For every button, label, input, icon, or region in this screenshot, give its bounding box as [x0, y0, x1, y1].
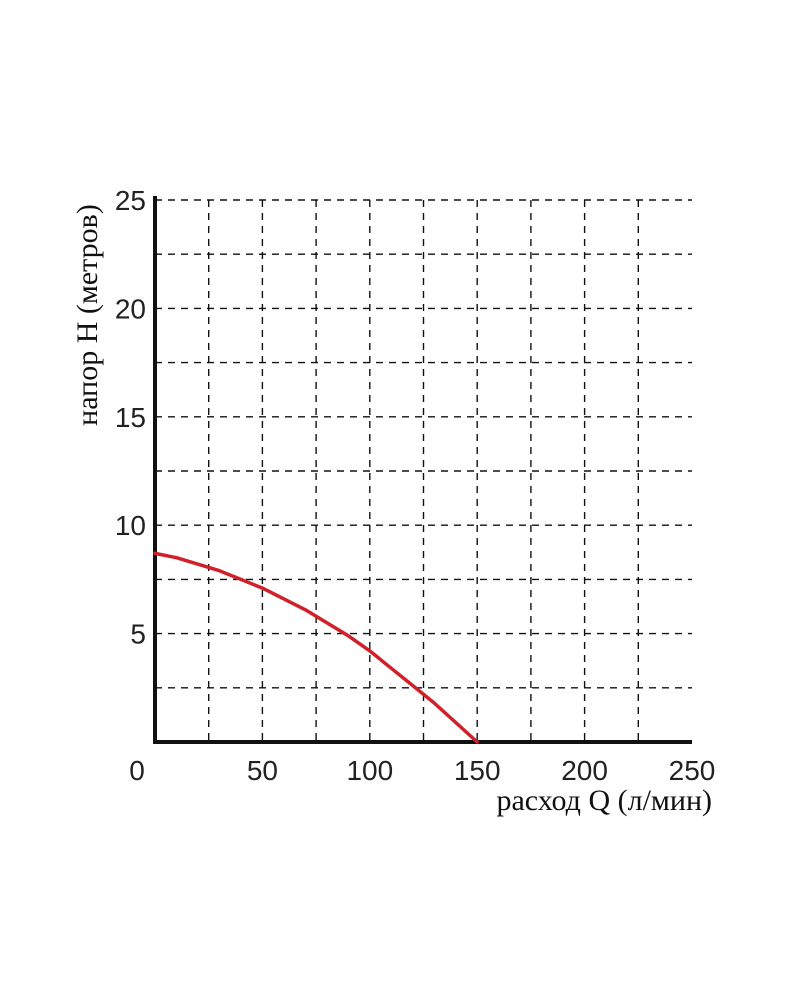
y-tick-label: 20: [115, 293, 146, 324]
x-tick-label: 200: [561, 755, 608, 786]
x-tick-label: 100: [346, 755, 393, 786]
head-flow-curve: [153, 551, 479, 744]
y-tick-label: 10: [115, 510, 146, 541]
y-axis-title: напор Н (метров): [71, 204, 104, 426]
y-tick-label: 15: [115, 402, 146, 433]
grid: [155, 199, 692, 742]
y-tick-label: 5: [130, 619, 146, 650]
x-axis-title: расход Q (л/мин): [496, 784, 712, 817]
x-tick-labels: 0 50 100 150 200 250: [129, 755, 715, 786]
x-tick-label: 0: [129, 755, 145, 786]
series-layer: [153, 551, 479, 744]
y-tick-labels: 5 10 15 20 25: [115, 185, 146, 650]
x-tick-label: 50: [247, 755, 278, 786]
x-tick-label: 150: [454, 755, 501, 786]
axes: [153, 196, 692, 744]
x-tick-label: 250: [669, 755, 716, 786]
y-tick-label: 25: [115, 185, 146, 216]
